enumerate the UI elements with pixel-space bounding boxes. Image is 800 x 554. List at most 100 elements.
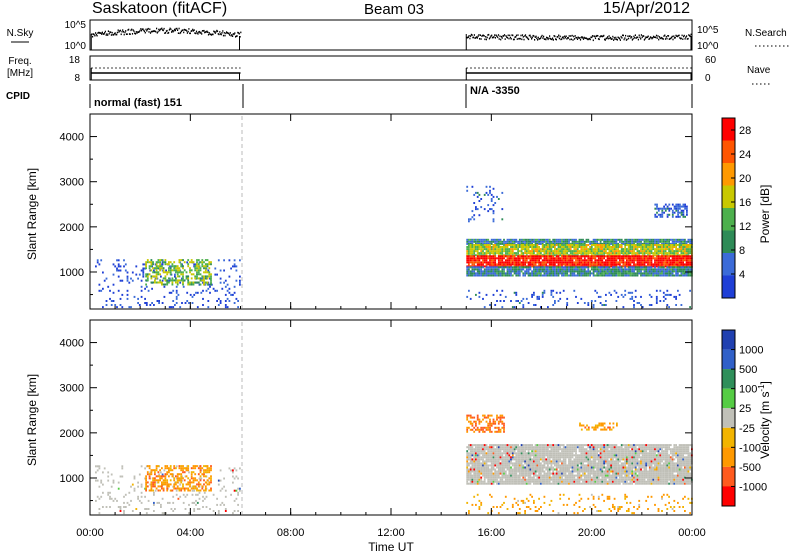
- data-cell: [497, 468, 500, 471]
- data-cell: [186, 291, 189, 294]
- nsky-point: [657, 35, 659, 37]
- data-cell: [175, 465, 178, 468]
- data-cell: [175, 477, 178, 480]
- nsky-point: [192, 30, 194, 32]
- data-cell: [239, 467, 241, 470]
- data-cell: [554, 268, 556, 271]
- data-cell: [557, 255, 560, 258]
- data-cell: [150, 473, 153, 476]
- data-cell: [511, 462, 514, 465]
- data-cell: [193, 508, 196, 510]
- nsky-point: [593, 35, 595, 37]
- data-cell: [633, 274, 635, 277]
- data-cell: [194, 479, 197, 482]
- data-cell: [506, 246, 509, 248]
- data-cell: [555, 255, 558, 258]
- data-cell: [545, 242, 548, 245]
- data-cell: [161, 512, 164, 515]
- nsky-point: [233, 33, 235, 36]
- data-cell: [515, 480, 518, 483]
- data-cell: [235, 489, 238, 492]
- data-cell: [194, 487, 197, 490]
- data-cell: [194, 467, 197, 470]
- data-cell: [573, 266, 576, 269]
- data-cell: [682, 268, 684, 271]
- data-cell: [494, 470, 497, 473]
- data-cell: [469, 259, 472, 262]
- data-cell: [636, 246, 639, 248]
- data-cell: [196, 479, 198, 482]
- data-cell: [197, 467, 200, 470]
- data-cell: [164, 259, 167, 262]
- data-cell: [666, 266, 669, 269]
- data-cell: [677, 215, 679, 218]
- data-cell: [684, 238, 686, 241]
- data-cell: [525, 474, 528, 477]
- nsky-point: [482, 34, 484, 37]
- date-title: 15/Apr/2012: [603, 0, 690, 17]
- data-cell: [554, 263, 556, 266]
- data-cell: [164, 465, 167, 468]
- data-cell: [580, 263, 583, 266]
- data-cell: [492, 204, 495, 207]
- data-cell: [673, 207, 676, 210]
- data-cell: [531, 270, 533, 273]
- data-cell: [466, 295, 469, 298]
- data-cell: [508, 254, 511, 257]
- data-cell: [608, 255, 611, 258]
- data-cell: [503, 257, 505, 260]
- data-cell: [589, 255, 591, 258]
- data-cell: [645, 240, 648, 243]
- data-cell: [541, 255, 544, 258]
- data-cell: [675, 255, 677, 258]
- data-cell: [174, 304, 176, 306]
- data-cell: [522, 248, 525, 251]
- data-cell: [552, 240, 555, 243]
- data-cell: [501, 462, 504, 465]
- data-cell: [112, 283, 115, 286]
- nsky-point: [173, 29, 175, 32]
- data-cell: [499, 266, 502, 269]
- data-cell: [468, 242, 470, 245]
- data-cell: [571, 263, 574, 266]
- data-cell: [608, 274, 611, 277]
- data-cell: [510, 274, 512, 277]
- data-cell: [533, 261, 535, 264]
- data-cell: [580, 254, 583, 257]
- data-cell: [175, 487, 177, 490]
- data-cell: [466, 452, 469, 455]
- data-cell: [137, 485, 139, 488]
- data-cell: [668, 240, 670, 243]
- data-cell: [525, 458, 528, 461]
- data-cell: [566, 238, 569, 241]
- data-cell: [497, 460, 500, 463]
- data-cell: [645, 242, 648, 245]
- power-data-cells: [95, 185, 693, 309]
- data-cell: [601, 250, 604, 253]
- data-cell: [525, 297, 528, 300]
- nsky-point: [647, 35, 649, 38]
- data-cell: [210, 469, 212, 472]
- nsky-point: [660, 37, 662, 40]
- nsky-point: [661, 37, 664, 40]
- data-cell: [613, 289, 616, 292]
- data-cell: [163, 295, 166, 298]
- data-cell: [499, 240, 502, 243]
- data-cell: [226, 297, 229, 300]
- data-cell: [659, 268, 662, 271]
- data-cell: [150, 483, 153, 486]
- data-cell: [203, 261, 205, 264]
- data-cell: [624, 238, 627, 241]
- data-cell: [504, 266, 507, 269]
- data-cell: [497, 450, 500, 453]
- data-cell: [489, 480, 491, 483]
- velocity-data-cells: [95, 414, 693, 515]
- data-cell: [506, 261, 509, 264]
- data-cell: [524, 263, 526, 266]
- nsky-point: [556, 36, 558, 38]
- data-cell: [620, 246, 623, 248]
- data-cell: [669, 274, 672, 277]
- data-cell: [171, 263, 174, 266]
- data-cell: [633, 272, 635, 275]
- data-cell: [661, 263, 663, 266]
